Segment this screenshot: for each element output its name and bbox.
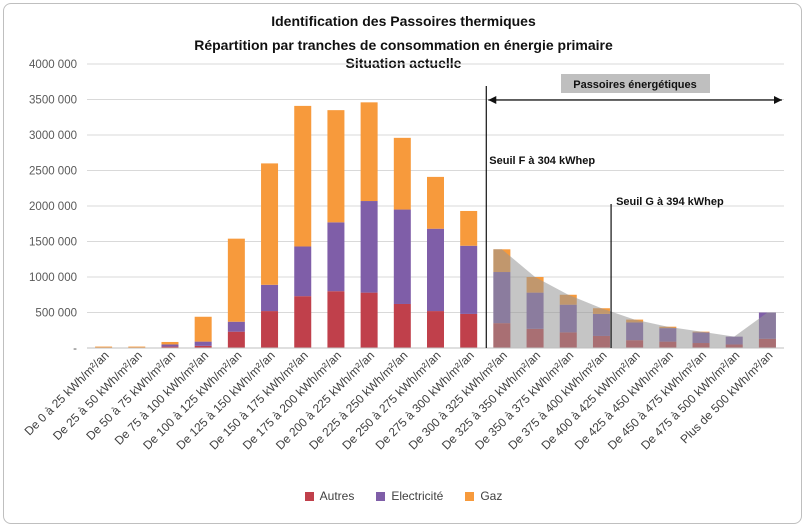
bar-segment (427, 176, 444, 229)
bar-segment (294, 246, 312, 297)
bar-segment (95, 346, 113, 348)
y-tick-label: 3000 000 (29, 130, 77, 142)
bar-segment (360, 201, 378, 293)
legend-swatch-autres (304, 491, 314, 501)
legend-label-autres: Autres (319, 489, 355, 503)
passoires-arrow-head-left (488, 96, 497, 104)
bar-segment (227, 321, 245, 332)
y-tick-label: 2500 000 (29, 166, 77, 178)
y-tick-label: 4000 000 (29, 59, 77, 71)
y-tick-label: 3500 000 (29, 95, 77, 107)
bar-segment (427, 228, 444, 312)
legend-swatch-electricite (376, 491, 386, 501)
chart-title-line-2: Répartition par tranches de consommation… (194, 37, 613, 53)
legend-label-electricite: Electricité (391, 489, 444, 503)
legend-swatch-gaz (465, 491, 475, 501)
legend-label-gaz: Gaz (480, 489, 503, 503)
bar-segment (327, 110, 345, 223)
bar-segment (227, 331, 245, 348)
bar-segment (128, 346, 146, 348)
legend-item-gaz: Gaz (465, 489, 502, 503)
passoires-zone-label-box (561, 74, 710, 93)
bar-segment (460, 313, 478, 348)
seuil-g-label: Seuil G à 394 kWhep (616, 196, 724, 208)
passoires-shaded-area (493, 249, 776, 348)
bar-segment (261, 311, 279, 348)
bar-segment (393, 303, 411, 348)
bar-segment (360, 292, 378, 348)
bar-segment (161, 341, 179, 345)
bar-segment (393, 209, 411, 304)
bar-segment (427, 311, 444, 348)
bar-segment (460, 210, 478, 246)
bar-segment (460, 245, 478, 314)
y-tick-label: 2000 000 (29, 201, 77, 213)
bar-segment (194, 316, 212, 342)
bar-segment (294, 296, 312, 348)
passoires-zone-label: Passoires énergétiques (573, 79, 697, 91)
passoires-arrow-head-right (774, 96, 782, 104)
legend-item-electricite: Electricité (376, 489, 443, 503)
chart-title-line-1: Identification des Passoires thermiques (271, 13, 536, 29)
bar-segment (294, 105, 312, 247)
bar-segment (327, 291, 345, 348)
chart-title-line-3: Situation actuelle (345, 55, 462, 71)
y-tick-label: - (73, 343, 77, 355)
bar-segment (360, 102, 378, 202)
bar-segment (261, 163, 279, 285)
bar-segment (327, 222, 345, 292)
legend-item-autres: Autres (304, 489, 355, 503)
bar-segment (194, 345, 212, 348)
y-tick-label: 1000 000 (29, 272, 77, 284)
bar-segment (161, 344, 179, 347)
seuil-f-label: Seuil F à 304 kWhep (489, 155, 595, 167)
y-tick-label: 1500 000 (29, 237, 77, 249)
bar-segment (194, 341, 212, 346)
bar-segment (261, 284, 279, 312)
bar-segment (227, 238, 245, 322)
bar-segment (161, 346, 179, 348)
bar-segment (393, 137, 411, 210)
y-tick-label: 500 000 (35, 308, 77, 320)
chart-legend: Autres Electricité Gaz (0, 489, 807, 503)
